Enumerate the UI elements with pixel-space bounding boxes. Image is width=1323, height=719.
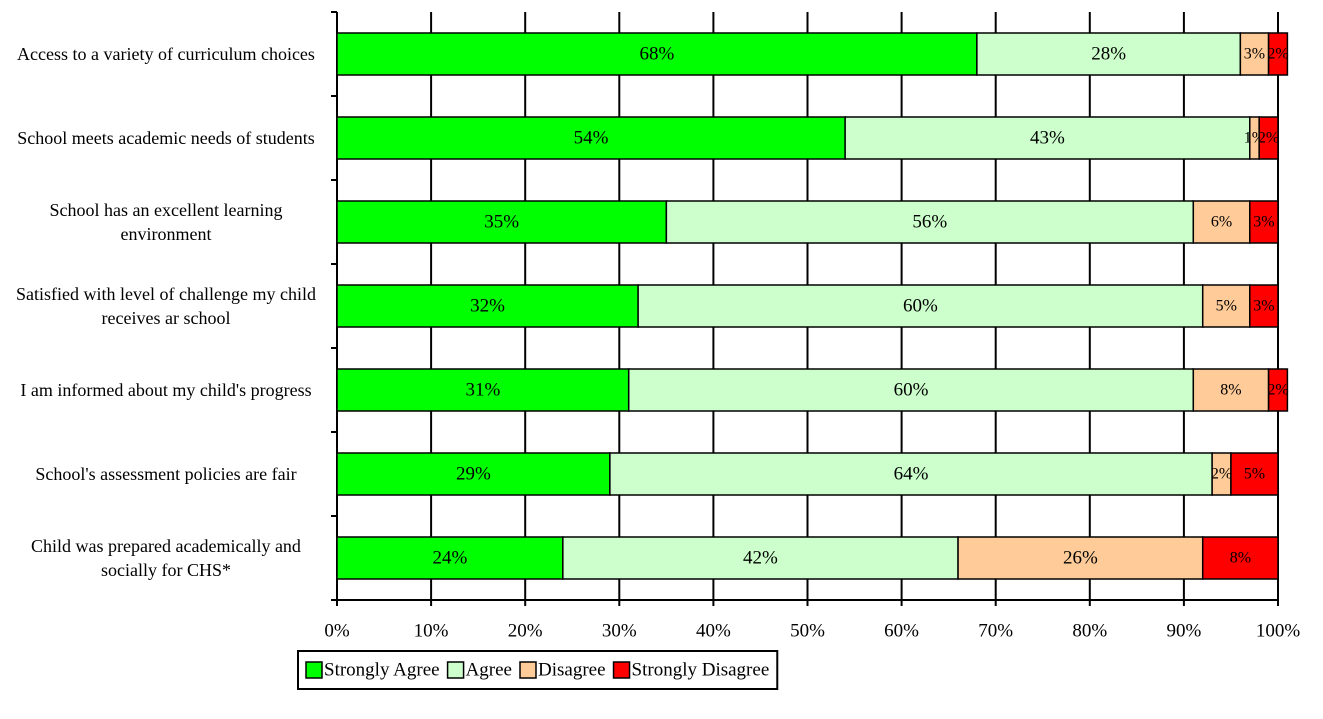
data-label: 3% [1244, 46, 1265, 63]
data-label: 24% [433, 547, 468, 568]
legend-swatch [612, 661, 631, 679]
bar-segment [336, 452, 611, 496]
y-tick-label: School's assessment policies are fair [35, 464, 297, 484]
y-tick-label: Satisfied with level of challenge my chi… [16, 284, 316, 328]
x-tick-label: 90% [1166, 620, 1201, 641]
data-label: 35% [484, 211, 519, 232]
bar-segment [609, 452, 1213, 496]
legend-label: Strongly Agree [324, 659, 440, 680]
x-tick-label: 0% [324, 620, 350, 641]
data-label: 8% [1230, 550, 1251, 567]
bar-segment [1267, 368, 1289, 412]
bar-segment [336, 284, 639, 328]
data-label: 43% [1030, 127, 1065, 148]
legend-label: Strongly Disagree [632, 659, 770, 680]
y-tick-label: I am informed about my child's progress [20, 380, 312, 400]
data-label: 32% [470, 295, 505, 316]
legend-box [297, 650, 779, 690]
x-tick-label: 70% [978, 620, 1013, 641]
data-label: 6% [1211, 214, 1232, 231]
x-tick-label: 100% [1256, 620, 1301, 641]
bar-segment [1230, 452, 1279, 496]
bar-segment [1192, 368, 1270, 412]
bar-segment [1239, 32, 1270, 76]
data-label: 68% [640, 43, 675, 64]
data-label: 2% [1267, 382, 1288, 399]
bar-segment [627, 368, 1195, 412]
bar-segment [1249, 284, 1279, 328]
x-tick-label: 80% [1072, 620, 1107, 641]
bar-segment [637, 284, 1204, 328]
data-label: 42% [743, 547, 778, 568]
data-label: 54% [574, 127, 609, 148]
legend-swatch [519, 661, 537, 679]
data-label: 2% [1258, 130, 1279, 147]
legend-label: Agree [466, 659, 512, 680]
data-label: 2% [1211, 466, 1232, 483]
bar-segment [976, 32, 1242, 76]
x-tick-label: 60% [884, 620, 919, 641]
legend-swatch [446, 661, 465, 679]
data-label: 3% [1253, 298, 1274, 315]
data-label: 5% [1216, 298, 1237, 315]
bar-segment [336, 32, 978, 76]
data-label: 60% [894, 379, 929, 400]
bar-segment [957, 536, 1204, 580]
data-label: 56% [912, 211, 947, 232]
x-tick-label: 30% [602, 620, 637, 641]
data-label: 2% [1267, 46, 1288, 63]
x-tick-label: 20% [508, 620, 543, 641]
x-tick-label: 40% [696, 620, 731, 641]
data-label: 29% [456, 463, 491, 484]
bar-segment [336, 536, 564, 580]
legend-label: Disagree [538, 659, 606, 680]
data-label: 28% [1091, 43, 1126, 64]
data-label: 3% [1253, 214, 1274, 231]
y-tick-label: Child was prepared academically and soci… [31, 536, 301, 580]
bar-segment [1258, 116, 1279, 160]
data-label: 5% [1244, 466, 1265, 483]
bar-segment [1201, 284, 1251, 328]
x-tick-label: 10% [414, 620, 449, 641]
bar-segment [844, 116, 1251, 160]
bar-segment [336, 368, 630, 412]
bar-segment [562, 536, 959, 580]
data-label: 64% [894, 463, 929, 484]
bar-segment [336, 116, 846, 160]
y-tick-label: School meets academic needs of students [17, 128, 315, 148]
data-label: 31% [465, 379, 500, 400]
legend-swatch [305, 661, 323, 679]
y-tick-label: Access to a variety of curriculum choice… [17, 44, 315, 64]
bar-segment [336, 200, 668, 244]
data-label: 60% [903, 295, 938, 316]
bar-segment [1192, 200, 1251, 244]
bar-segment [1267, 32, 1289, 76]
bar-segment [1249, 200, 1279, 244]
data-label: 8% [1220, 382, 1241, 399]
bar-segment [665, 200, 1195, 244]
x-tick-label: 50% [790, 620, 825, 641]
bar-segment [1201, 536, 1279, 580]
y-tick-label: School has an excellent learning environ… [49, 200, 283, 244]
data-label: 26% [1063, 547, 1098, 568]
